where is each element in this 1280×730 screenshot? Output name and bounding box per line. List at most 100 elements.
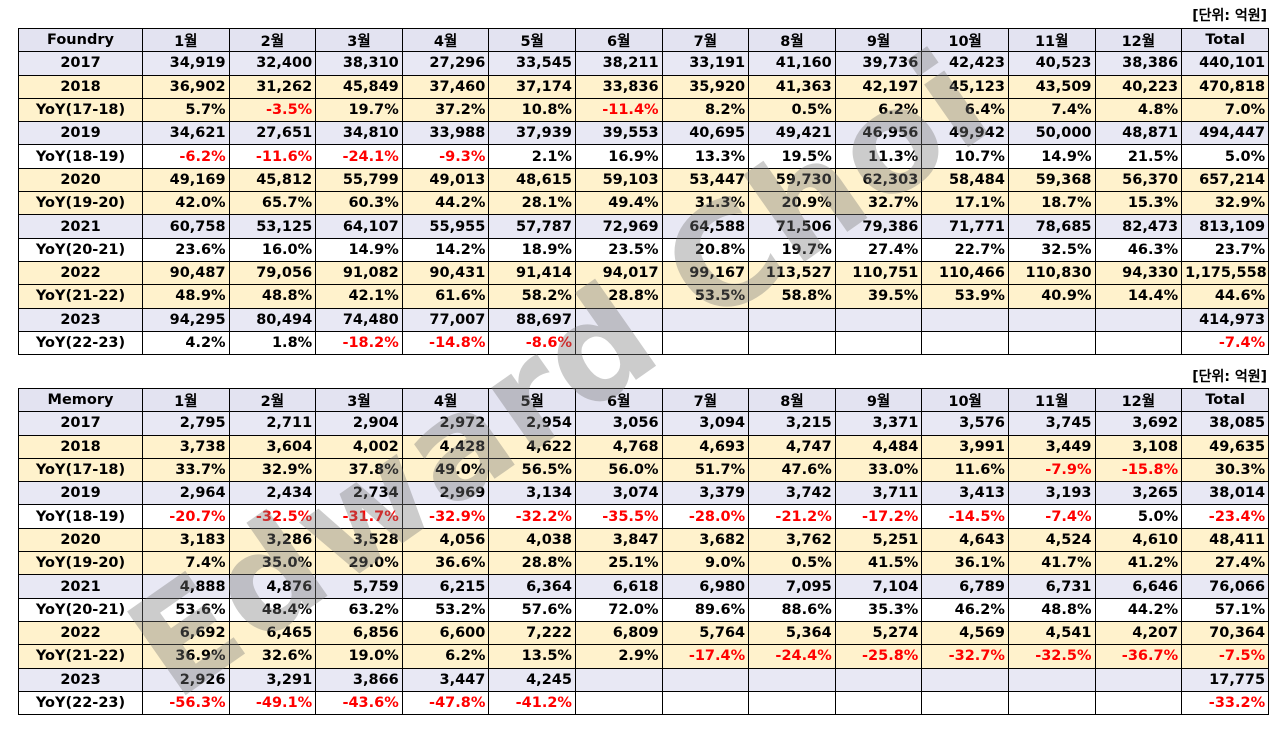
value-cell: 7.4% (142, 551, 230, 576)
value-cell: 38,386 (1094, 51, 1183, 76)
yoy-row: YoY(20-21) 23.6% 16.0% 14.9% 14.2% 18.9% 23.5%… (18, 237, 1270, 262)
value-cell: 4,524 (1007, 527, 1096, 553)
value-cell (661, 330, 750, 356)
value-cell: 51.7% (661, 457, 750, 483)
value-cell: 56.0% (574, 457, 663, 483)
value-cell: 15.3% (1094, 191, 1183, 216)
value-cell (574, 330, 663, 356)
value-cell (834, 330, 923, 356)
value-cell: 8.2% (661, 97, 750, 123)
row-label: YoY(22-23) (18, 330, 143, 356)
value-cell (661, 307, 750, 332)
unit-label-foundry: [단위: 억원] (1192, 8, 1267, 24)
value-cell (921, 307, 1009, 332)
value-cell: 31.3% (661, 191, 750, 216)
total-cell: 32.9% (1181, 191, 1270, 216)
value-cell: 90,431 (401, 260, 490, 286)
month-header: 12월 (1094, 27, 1183, 53)
value-cell: 33,988 (401, 121, 490, 146)
value-cell: 2,926 (142, 667, 230, 692)
month-header: 3월 (315, 387, 403, 413)
value-cell: 27,651 (228, 121, 317, 146)
value-cell: -7.9% (1007, 457, 1096, 483)
year-row: 2022 90,487 79,056 91,082 90,431 91,414 94,017… (18, 260, 1270, 286)
row-label: YoY(18-19) (18, 504, 143, 529)
value-cell: 45,123 (921, 74, 1009, 99)
value-cell: 41.7% (1007, 551, 1096, 576)
value-cell: 4,541 (1007, 620, 1096, 646)
month-header: 7월 (661, 27, 750, 53)
value-cell: 63.2% (315, 597, 403, 622)
value-cell: 37,939 (488, 121, 576, 146)
row-label: 2017 (18, 51, 143, 76)
value-cell: 2,734 (315, 481, 403, 506)
value-cell: 110,751 (834, 260, 923, 286)
value-cell: 19.0% (315, 644, 403, 669)
value-cell: 32.5% (1007, 237, 1096, 262)
month-header: 11월 (1007, 27, 1096, 53)
value-cell: 3,745 (1007, 411, 1096, 436)
month-header: 9월 (834, 27, 923, 53)
value-cell: -14.8% (401, 330, 490, 356)
row-label: 2020 (18, 167, 143, 193)
value-cell: -6.2% (142, 144, 230, 169)
value-cell: 0.5% (748, 551, 836, 576)
year-row: 2020 49,169 45,812 55,799 49,013 48,615 59,103… (18, 167, 1270, 193)
value-cell (834, 307, 923, 332)
value-cell: 33.0% (834, 457, 923, 483)
value-cell: -11.6% (228, 144, 317, 169)
value-cell: 6,215 (401, 574, 490, 599)
value-cell: 38,310 (315, 51, 403, 76)
value-cell: 3,193 (1007, 481, 1096, 506)
value-cell: 3,692 (1094, 411, 1183, 436)
year-row: 2018 36,902 31,262 45,849 37,460 37,174 33,836… (18, 74, 1270, 99)
value-cell: 43,509 (1007, 74, 1096, 99)
value-cell: 32.6% (228, 644, 317, 669)
value-cell: 3,215 (748, 411, 836, 436)
value-cell: 3,286 (228, 527, 317, 553)
value-cell: 14.9% (1007, 144, 1096, 169)
value-cell: 49.0% (401, 457, 490, 483)
total-cell: -7.5% (1181, 644, 1270, 669)
value-cell: 44.2% (401, 191, 490, 216)
value-cell: 58,484 (921, 167, 1009, 193)
value-cell: 40.9% (1007, 284, 1096, 309)
total-cell: 44.6% (1181, 284, 1270, 309)
value-cell: 37,174 (488, 74, 576, 99)
value-cell: 6.2% (834, 97, 923, 123)
month-header: 3월 (315, 27, 403, 53)
value-cell: 53.2% (401, 597, 490, 622)
total-cell: -33.2% (1181, 690, 1270, 716)
value-cell: 49,169 (142, 167, 230, 193)
value-cell: 33,191 (661, 51, 750, 76)
month-header: 8월 (748, 387, 836, 413)
total-cell: 494,447 (1181, 121, 1270, 146)
value-cell: 3,379 (661, 481, 750, 506)
total-cell: 49,635 (1181, 434, 1270, 459)
value-cell: 46,956 (834, 121, 923, 146)
table-header-row: Foundry 1월 2월 3월 4월 5월 6월 7월 8월 9월 10월 11월 12월 Total (18, 27, 1270, 53)
value-cell (748, 330, 836, 356)
month-header: 7월 (661, 387, 750, 413)
value-cell: -32.7% (921, 644, 1009, 669)
value-cell: -24.4% (748, 644, 836, 669)
value-cell: 22.7% (921, 237, 1009, 262)
value-cell: 2,904 (315, 411, 403, 436)
value-cell: 46.2% (921, 597, 1009, 622)
value-cell: 4,002 (315, 434, 403, 459)
value-cell: 4.2% (142, 330, 230, 356)
value-cell: 110,466 (921, 260, 1009, 286)
yoy-row: YoY(17-18) 33.7% 32.9% 37.8% 49.0% 56.5% 56.0%… (18, 457, 1270, 483)
value-cell: 2,969 (401, 481, 490, 506)
value-cell: 48.4% (228, 597, 317, 622)
value-cell: -11.4% (574, 97, 663, 123)
value-cell: 4.8% (1094, 97, 1183, 123)
value-cell: 55,955 (401, 214, 490, 239)
value-cell: 4,747 (748, 434, 836, 459)
value-cell: 37.8% (315, 457, 403, 483)
total-cell: 23.7% (1181, 237, 1270, 262)
value-cell: 3,762 (748, 527, 836, 553)
value-cell: 18.7% (1007, 191, 1096, 216)
value-cell: 60.3% (315, 191, 403, 216)
value-cell: 36.1% (921, 551, 1009, 576)
